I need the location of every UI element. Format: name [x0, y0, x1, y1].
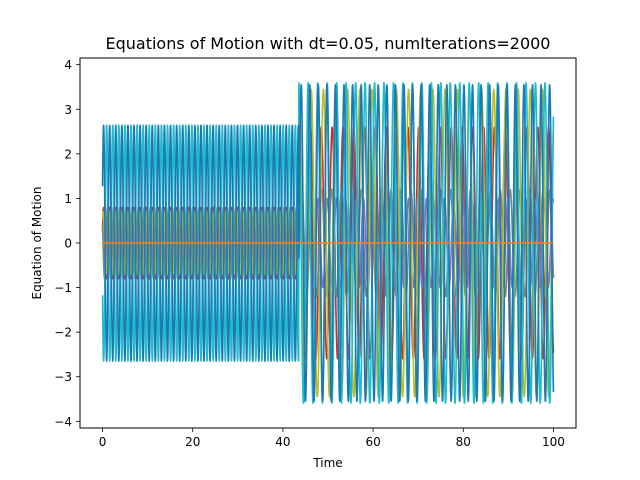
series-line-6: [101, 83, 555, 403]
x-axis-label: Time: [312, 456, 342, 470]
y-axis-label: Equation of Motion: [30, 186, 44, 299]
y-tick-label: −1: [54, 281, 72, 295]
x-tick-label: 100: [542, 435, 565, 449]
y-tick-label: 3: [64, 103, 72, 117]
x-tick-label: 80: [456, 435, 471, 449]
series-layer: [101, 82, 555, 404]
y-tick-label: 1: [64, 192, 72, 206]
y-tick-label: 2: [64, 147, 72, 161]
y-tick-label: −3: [54, 370, 72, 384]
y-tick-label: −4: [54, 415, 72, 429]
x-tick-label: 0: [99, 435, 107, 449]
y-tick-label: −2: [54, 326, 72, 340]
y-axis: −4 −3 −2 −1 0 1 2 3 4: [54, 58, 80, 429]
x-axis: 0 20 40 60 80 100: [99, 428, 565, 449]
chart-title: Equations of Motion with dt=0.05, numIte…: [106, 34, 551, 53]
x-tick-label: 20: [185, 435, 200, 449]
y-tick-label: 4: [64, 58, 72, 72]
x-tick-label: 40: [275, 435, 290, 449]
y-tick-label: 0: [64, 237, 72, 251]
x-tick-label: 60: [365, 435, 380, 449]
